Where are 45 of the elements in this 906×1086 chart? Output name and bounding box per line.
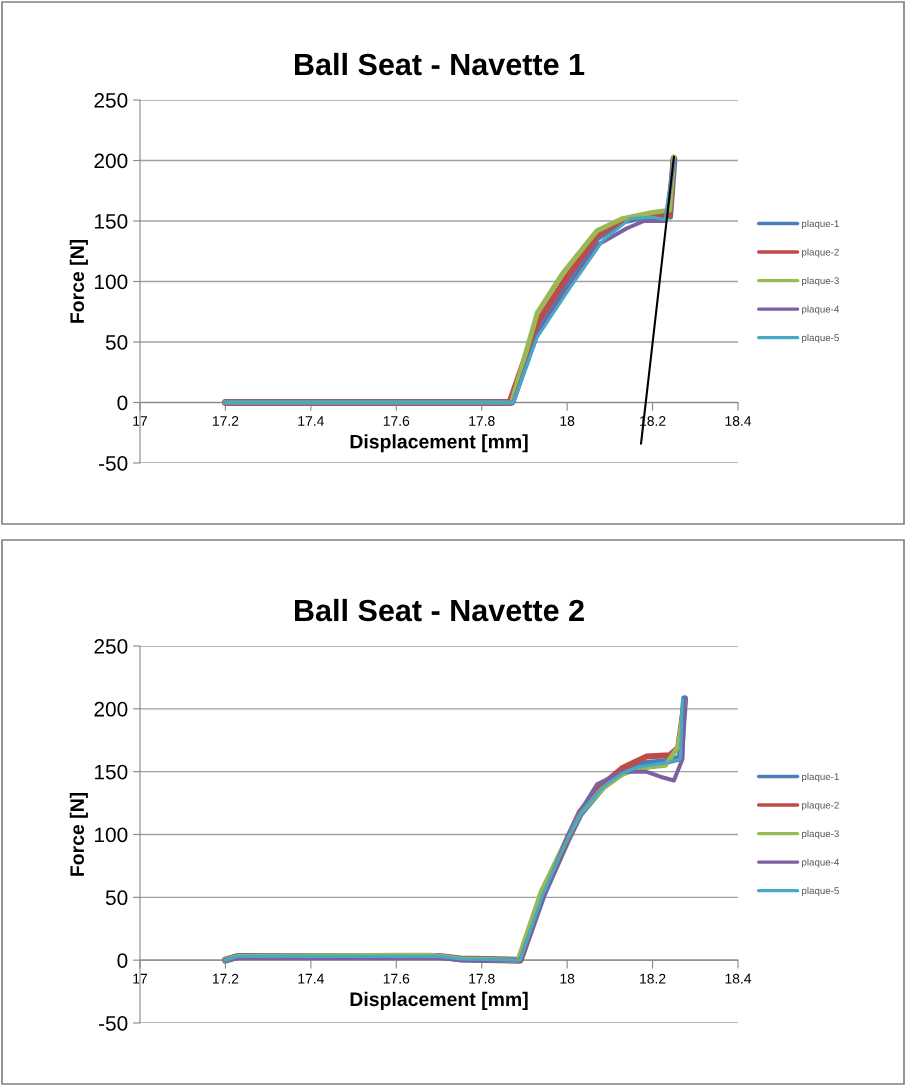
legend-label: plaque-1 [802, 219, 839, 230]
legend-label: plaque-2 [802, 248, 839, 258]
x-tick-label: 17.8 [469, 416, 495, 426]
x-tick-label: 17.6 [383, 973, 410, 984]
x-tick-label: 18.4 [725, 416, 752, 426]
y-tick-label: 0 [117, 953, 128, 968]
legend-label: plaque-3 [802, 829, 839, 840]
y-tick-label: 150 [95, 764, 128, 780]
y-tick-label: 100 [95, 274, 128, 290]
y-tick-label: -50 [99, 456, 128, 471]
x-tick-label: 17.8 [469, 973, 495, 984]
x-tick-label: 18.4 [725, 973, 752, 984]
legend-label: plaque-5 [802, 886, 839, 897]
chart-title: Ball Seat - Navette 1 [295, 52, 585, 76]
x-tick-label: 18 [560, 973, 575, 984]
y-tick-label: 0 [117, 395, 128, 411]
x-axis-title: Displacement [mm] [350, 434, 528, 453]
legend-label: plaque-4 [802, 305, 840, 315]
x-tick-label: 17.2 [212, 416, 239, 426]
y-axis-title: Force [N] [69, 239, 88, 323]
legend-label: plaque-5 [802, 333, 839, 344]
x-tick-label: 17.4 [298, 973, 324, 984]
y-tick-label: 250 [94, 639, 128, 654]
legend-label: plaque-3 [802, 276, 839, 287]
x-tick-label: 17 [133, 416, 148, 426]
x-tick-label: 17.2 [212, 973, 239, 984]
y-tick-label: 100 [95, 827, 128, 843]
legend-label: plaque-4 [802, 858, 840, 868]
x-tick-label: 17.4 [298, 416, 324, 426]
x-tick-label: 18.2 [640, 973, 666, 984]
y-axis-title: Force [N] [69, 792, 88, 876]
legend-label: plaque-2 [802, 801, 839, 811]
y-tick-label: 250 [94, 93, 128, 108]
x-tick-label: 18 [560, 416, 575, 426]
legend-label: plaque-1 [802, 772, 839, 783]
x-tick-label: 17 [133, 973, 148, 984]
y-tick-label: 200 [94, 153, 128, 169]
y-tick-label: 50 [105, 335, 128, 350]
x-axis-title: Displacement [mm] [350, 991, 528, 1010]
x-tick-label: 17.6 [383, 416, 410, 426]
y-tick-label: 200 [94, 701, 128, 717]
y-tick-label: -50 [99, 1016, 128, 1031]
chart-title: Ball Seat - Navette 2 [295, 598, 584, 622]
y-tick-label: 50 [105, 890, 128, 906]
y-tick-label: 150 [95, 214, 128, 229]
